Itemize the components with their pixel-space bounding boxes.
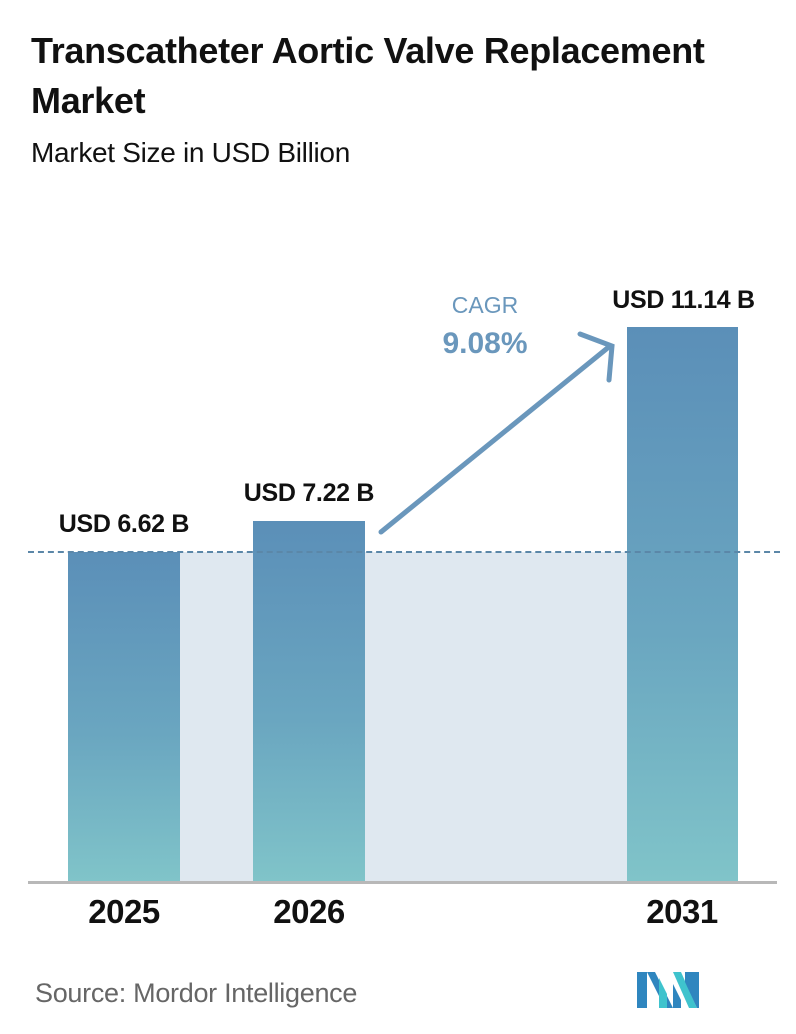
reference-dashed-line xyxy=(28,551,780,553)
cagr-value: 9.08% xyxy=(442,327,528,360)
cagr-label: CAGR xyxy=(451,292,519,318)
x-tick-2031: 2031 xyxy=(646,893,718,930)
value-label-2031: USD 11.14 B xyxy=(612,286,755,314)
value-label-2026: USD 7.22 B xyxy=(243,479,375,507)
source-text: Source: Mordor Intelligence xyxy=(35,978,358,1008)
bar-2026 xyxy=(253,521,365,882)
chart-title: Transcatheter Aortic Valve Replacement M… xyxy=(31,30,705,121)
x-tick-2026: 2026 xyxy=(273,893,345,930)
bar-2025 xyxy=(68,552,180,882)
mordor-intelligence-logo-icon xyxy=(637,972,699,1008)
x-tick-2025: 2025 xyxy=(88,893,160,930)
bar-2031 xyxy=(627,327,738,882)
chart-subtitle: Market Size in USD Billion xyxy=(31,137,350,168)
x-axis-baseline xyxy=(28,881,777,884)
value-label-2025: USD 6.62 B xyxy=(58,510,190,538)
